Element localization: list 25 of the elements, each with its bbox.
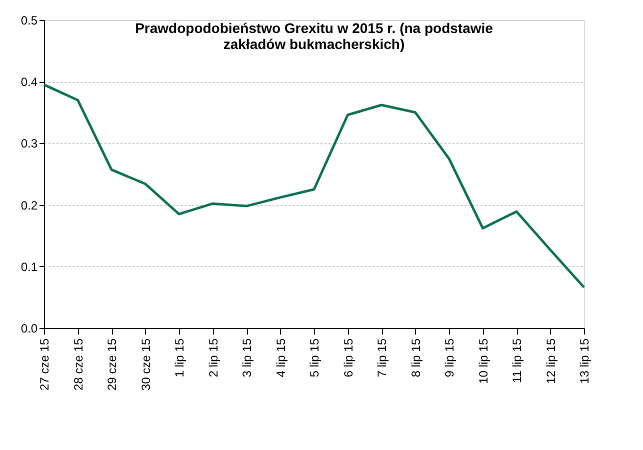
y-tick-label: 0.0 [20, 322, 38, 336]
x-tick-label: 28 cze 15 [71, 338, 86, 391]
x-tick-label: 2 lip 15 [206, 338, 220, 378]
y-tick-label: 0.1 [20, 260, 38, 274]
line-series [42, 83, 586, 289]
y-tick-label: 0.2 [20, 198, 38, 212]
x-tick-label: 8 lip 15 [408, 338, 423, 378]
x-tick-label: 3 lip 15 [240, 338, 254, 378]
x-tick-label: 4 lip 15 [274, 338, 288, 378]
x-tick-label: 11 lip 15 [510, 338, 524, 383]
x-tick-label: 1 lip 15 [172, 338, 186, 378]
x-tick-label: 12 lip 15 [544, 338, 558, 384]
x-tick-label: 9 lip 15 [442, 338, 456, 378]
x-tick-label: 29 cze 15 [105, 338, 119, 391]
x-tick-label: 7 lip 15 [375, 338, 389, 378]
y-tick-label: 0.3 [20, 136, 38, 151]
x-tick-label: 10 lip 15 [476, 338, 490, 384]
y-tick-label: 0.4 [20, 75, 38, 90]
text: Prawdopodobieństwo Grexitu w 2015 r. (na podstawie zakładów bukmacherskich) [135, 20, 494, 52]
x-tick-label: 5 lip 15 [308, 338, 322, 378]
x-tick-label: 27 cze 15 [38, 338, 52, 391]
x-tick-label: 6 lip 15 [341, 338, 356, 378]
x-tick-label: 13 lip 15 [578, 338, 592, 384]
y-tick-label: 0.5 [20, 14, 38, 28]
x-tick-label: 30 cze 15 [138, 338, 153, 391]
